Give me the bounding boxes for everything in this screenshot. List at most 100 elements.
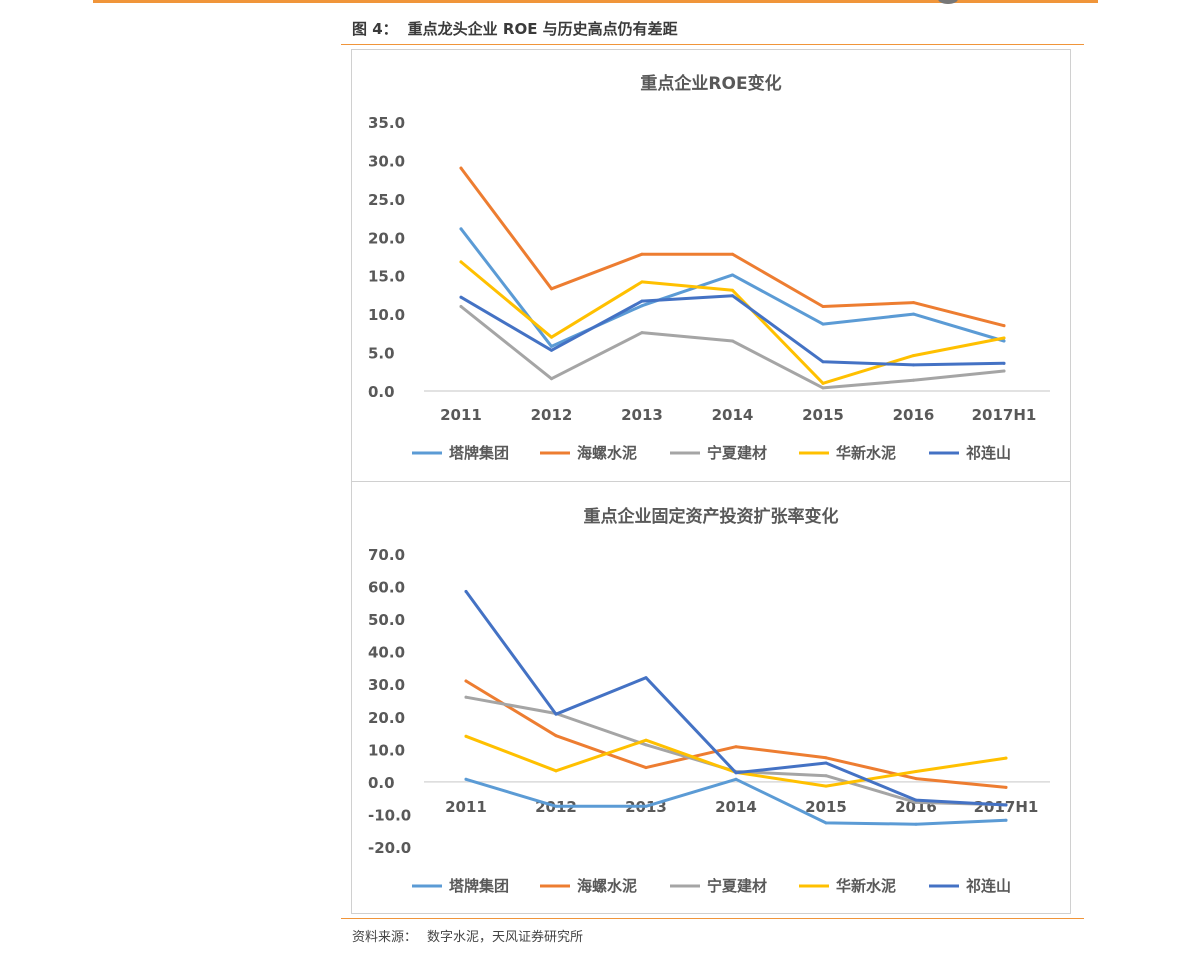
chart2-y-tick-label: 20.0 (368, 709, 405, 727)
chart1-data-point (640, 299, 644, 303)
capex-growth-line-chart: 重点企业固定资产投资扩张率变化 -20.0 -10.0 0.0 10.0 20.0 30.0… (368, 506, 1050, 895)
chart2-x-tick-label: 2014 (715, 798, 757, 816)
chart2-x-tick-label: 2011 (445, 798, 487, 816)
chart1-data-point (912, 354, 915, 358)
chart2-data-point (1004, 803, 1008, 807)
chart2-y-tick-label: 40.0 (368, 644, 405, 662)
chart1-data-point (912, 312, 915, 316)
chart-divider (351, 481, 1071, 482)
chart1-data-point (640, 331, 644, 335)
chart2-y-tick-label: 70.0 (368, 546, 405, 564)
chart1-data-point (912, 363, 915, 367)
chart2-data-point (1004, 756, 1008, 760)
chart1-data-point (1002, 361, 1006, 365)
chart2-data-point (914, 777, 918, 781)
chart2-legend-label: 华新水泥 (836, 877, 896, 895)
chart2-legend-label: 海螺水泥 (577, 877, 637, 895)
chart1-data-point (640, 280, 644, 284)
chart1-data-point (550, 335, 553, 339)
chart2-data-point (554, 769, 558, 773)
chart1-data-point (1002, 369, 1006, 373)
chart1-data-point (731, 339, 734, 343)
chart1-data-point (550, 377, 553, 381)
chart1-data-point (640, 252, 644, 256)
chart2-data-point (914, 822, 918, 826)
chart2-data-point (644, 766, 648, 770)
chart1-x-tick-label: 2015 (802, 406, 844, 424)
chart1-y-tick-label: 25.0 (368, 191, 405, 209)
chart1-data-point (1002, 324, 1006, 328)
chart1-legend-label: 宁夏建材 (707, 444, 767, 462)
chart1-y-tick-label: 5.0 (368, 345, 395, 363)
chart1-x-tick-label: 2017H1 (972, 406, 1037, 424)
chart1-data-point (821, 360, 825, 364)
chart1-data-point (731, 252, 734, 256)
source-note: 资料来源： 数字水泥，天风证券研究所 (352, 926, 593, 945)
chart1-legend-label: 华新水泥 (836, 444, 896, 462)
chart2-data-point (464, 777, 468, 781)
chart1-data-point (550, 348, 553, 352)
chart2-data-point (554, 734, 558, 738)
chart2-data-point (824, 774, 828, 778)
chart1-data-point (1002, 336, 1006, 340)
source-label: 资料来源： (352, 930, 418, 945)
chart2-y-tick-label: 30.0 (368, 676, 405, 694)
chart1-data-point (459, 260, 463, 264)
figure-caption: 图 4： 重点龙头企业 ROE 与历史高点仍有差距 (352, 18, 688, 39)
chart2-data-point (644, 676, 648, 680)
chart2-data-point (644, 804, 648, 808)
chart2-data-point (464, 734, 468, 738)
chart1-legend-label: 祁连山 (966, 444, 1011, 462)
chart1-data-point (640, 304, 644, 308)
chart2-data-point (644, 743, 648, 747)
figure-label: 图 4： (352, 20, 398, 38)
chart1-title: 重点企业ROE变化 (640, 73, 781, 94)
chart2-data-point (734, 745, 738, 749)
chart1-data-point (912, 301, 915, 305)
source-text: 数字水泥，天风证券研究所 (427, 930, 584, 945)
chart2-data-point (1004, 785, 1008, 789)
chart2-data-point (914, 800, 918, 804)
chart2-y-tick-label: 10.0 (368, 741, 405, 759)
chart2-data-point (824, 761, 828, 765)
chart1-data-point (731, 288, 734, 292)
chart2-data-point (554, 804, 558, 808)
chart1-data-point (821, 386, 825, 390)
chart1-legend-label: 塔牌集团 (449, 444, 509, 462)
chart1-data-point (821, 304, 825, 308)
chart1-series-line-2 (459, 166, 1006, 328)
chart2-y-tick-label: -10.0 (368, 806, 411, 824)
chart1-data-point (459, 295, 463, 299)
roe-line-chart: 重点企业ROE变化 0.0 5.0 10.0 15.0 20.0 25.0 30.0 35.0 2… (368, 73, 1050, 462)
chart2-legend-label: 塔牌集团 (449, 877, 509, 895)
chart2-series-line-3 (464, 695, 1008, 807)
chart1-x-tick-label: 2016 (893, 406, 935, 424)
chart2-data-point (914, 798, 918, 802)
chart1-legend-label: 海螺水泥 (577, 444, 637, 462)
chart2-data-point (554, 712, 558, 716)
caption-rule (341, 44, 1084, 45)
chart2-y-tick-label: 0.0 (368, 774, 395, 792)
chart2-data-point (1004, 818, 1008, 822)
source-rule (341, 918, 1084, 919)
chart2-x-tick-label: 2017H1 (974, 798, 1039, 816)
chart2-y-tick-label: 60.0 (368, 579, 405, 597)
top-rule (93, 0, 1098, 3)
chart2-data-point (824, 756, 828, 760)
chart1-data-point (821, 322, 825, 326)
chart2-legend-label: 祁连山 (966, 877, 1011, 895)
chart1-series-line-3 (459, 305, 1006, 390)
top-logo-mark (938, 0, 958, 4)
chart2-data-point (464, 589, 468, 593)
chart2-data-point (464, 695, 468, 699)
chart2-data-point (824, 821, 828, 825)
chart1-x-tick-label: 2013 (621, 406, 663, 424)
chart2-legend-label: 宁夏建材 (707, 877, 767, 895)
chart1-data-point (459, 304, 463, 308)
figure-caption-text: 重点龙头企业 ROE 与历史高点仍有差距 (407, 20, 678, 38)
chart1-x-tick-label: 2014 (712, 406, 754, 424)
chart2-data-point (734, 777, 738, 781)
chart1-data-point (459, 227, 463, 231)
chart1-x-tick-label: 2011 (440, 406, 482, 424)
chart1-data-point (912, 378, 915, 382)
